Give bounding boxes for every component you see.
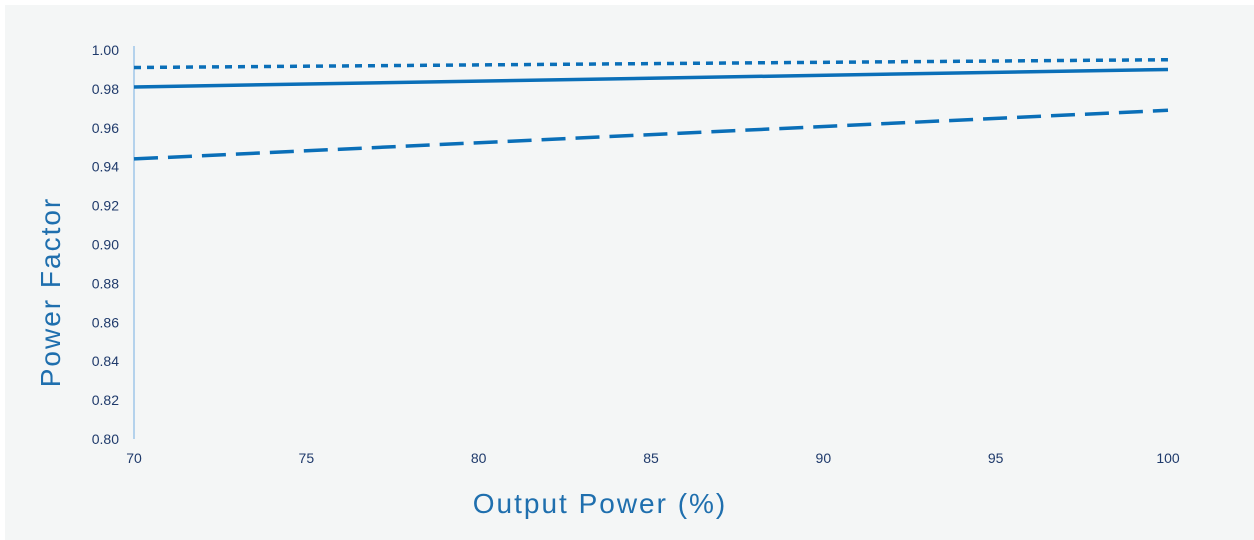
y-tick-label: 0.90 (92, 237, 119, 253)
x-tick-label: 80 (471, 450, 487, 466)
x-axis: 70 75 80 85 90 95 100 (126, 450, 1180, 466)
y-tick-label: 0.96 (92, 120, 119, 136)
x-tick-label: 95 (988, 450, 1004, 466)
y-axis: 0.80 0.82 0.84 0.86 0.88 0.90 0.92 0.94 0.96 0.98… (92, 42, 135, 447)
chart-frame: 0.80 0.82 0.84 0.86 0.88 0.90 0.92 0.94 0.96 0.98… (5, 5, 1254, 540)
y-tick-label: 0.84 (92, 353, 119, 369)
y-axis-title: Power Factor (35, 197, 66, 388)
y-tick-label: 0.80 (92, 431, 119, 447)
series-line-dashed (133, 108, 1169, 161)
x-axis-title: Output Power (%) (473, 488, 728, 519)
y-tick-label: 0.82 (92, 392, 119, 408)
y-tick-label: 0.88 (92, 275, 119, 291)
x-tick-label: 90 (816, 450, 832, 466)
series-group (133, 57, 1169, 161)
y-tick-label: 0.98 (92, 81, 119, 97)
x-tick-label: 100 (1156, 450, 1180, 466)
y-tick-label: 0.94 (92, 159, 119, 175)
y-tick-label: 0.92 (92, 198, 119, 214)
series-line-solid (133, 67, 1169, 89)
x-tick-label: 85 (643, 450, 659, 466)
y-tick-label: 0.86 (92, 314, 119, 330)
x-tick-label: 70 (126, 450, 142, 466)
line-chart: 0.80 0.82 0.84 0.86 0.88 0.90 0.92 0.94 0.96 0.98… (35, 42, 1180, 519)
x-tick-label: 75 (299, 450, 315, 466)
series-line-dotted (133, 57, 1169, 70)
y-tick-label: 1.00 (92, 42, 119, 58)
